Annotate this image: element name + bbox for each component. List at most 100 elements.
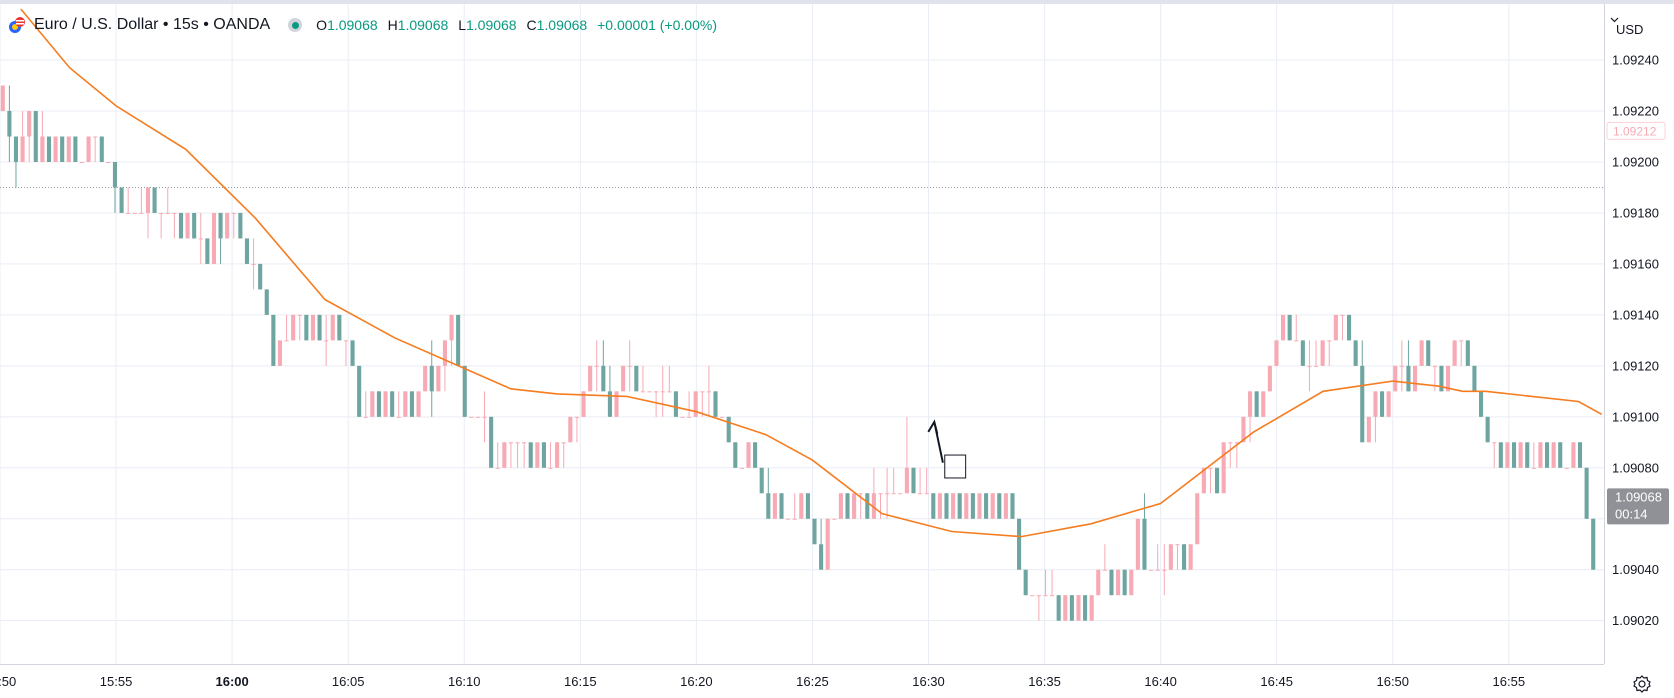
candle-body: [568, 416, 573, 443]
candle-body: [1439, 365, 1444, 392]
candle-body: [588, 365, 593, 392]
candle-body: [660, 391, 665, 393]
candle-body: [86, 136, 91, 162]
currency-selector[interactable]: USD: [1610, 17, 1672, 41]
candle-body: [1122, 569, 1127, 596]
price-axis-bg[interactable]: [1604, 4, 1674, 698]
rectangle-drawing[interactable]: [944, 454, 967, 479]
candle-body: [1109, 569, 1114, 596]
grid: [0, 4, 1604, 664]
candle-body: [1208, 467, 1213, 469]
candle-body: [812, 518, 817, 545]
candle-body: [1267, 365, 1272, 392]
market-status-icon[interactable]: [288, 18, 303, 32]
candle-body: [1564, 467, 1569, 469]
candle-body: [20, 136, 25, 162]
price-axis[interactable]: 1.09240 1.09220 1.09200 1.09180 1.09160 1.091…: [1612, 53, 1659, 629]
candle-body: [79, 161, 85, 163]
price-tick-label: 1.09160: [1612, 256, 1659, 271]
candle-body: [132, 212, 137, 214]
candle-body: [139, 212, 144, 214]
candle-body: [700, 391, 705, 393]
candle-body: [1221, 442, 1226, 494]
candle-body: [713, 391, 718, 417]
time-axis[interactable]: 15:50 15:55 16:00 16:05 16:10 16:15 16:20 16:25…: [0, 674, 1525, 689]
candle-body: [720, 416, 725, 418]
candle-body: [1353, 340, 1358, 366]
candle-body: [1129, 569, 1134, 596]
candle-body: [904, 467, 909, 494]
candle-body: [165, 212, 170, 214]
candle-body: [1175, 544, 1180, 546]
candle-body: [1195, 493, 1200, 545]
candle-body: [931, 493, 936, 519]
high-value: 1.09068: [397, 17, 449, 33]
gear-icon[interactable]: [1632, 674, 1652, 694]
candle-body: [1281, 314, 1286, 341]
candle-body: [1076, 595, 1081, 621]
candle-body: [621, 365, 626, 392]
time-tick-label: 16:20: [680, 674, 713, 689]
candle-body: [792, 518, 797, 520]
low-value: 1.09068: [465, 17, 517, 33]
candle-body: [482, 416, 487, 418]
candle-body: [1089, 595, 1094, 621]
candle-body: [317, 314, 322, 341]
price-tick-label: 1.09200: [1612, 154, 1659, 169]
candle-body: [1320, 340, 1325, 366]
candle-body: [1558, 442, 1563, 468]
candle-body: [1452, 340, 1457, 366]
candle-body: [1182, 544, 1187, 570]
chart-area[interactable]: 1.09240 1.09220 1.09200 1.09180 1.09160 1.091…: [0, 4, 1674, 698]
bar-countdown-text: 00:14: [1615, 506, 1648, 521]
candle-body: [1155, 569, 1160, 571]
candle-body: [640, 391, 645, 393]
candle-body: [1525, 442, 1530, 468]
arrow-drawing[interactable]: [927, 419, 944, 463]
candle-body: [733, 442, 738, 468]
time-tick-label: 16:30: [912, 674, 945, 689]
drawings[interactable]: [927, 419, 967, 479]
symbol-legend[interactable]: Euro / U.S. Dollar • 15s • OANDA O1.0906…: [8, 16, 723, 34]
candle-body: [746, 442, 751, 468]
candle-body: [27, 111, 32, 137]
candle-body: [1406, 365, 1411, 392]
price-tick-label: 1.09180: [1612, 205, 1659, 220]
candle-body: [1023, 569, 1028, 596]
candle-body: [1485, 416, 1490, 443]
candle-body: [1069, 595, 1074, 621]
candlestick-chart[interactable]: 1.09240 1.09220 1.09200 1.09180 1.09160 1.091…: [0, 4, 1674, 698]
candle-body: [891, 493, 896, 495]
candle-body: [218, 212, 223, 239]
change-value: +0.00001 (+0.00%): [597, 17, 717, 33]
time-tick-label: 15:50: [0, 674, 16, 689]
candle-body: [1116, 569, 1121, 596]
candle-body: [1234, 442, 1239, 444]
candle-body: [1003, 493, 1008, 519]
candle-body: [1083, 595, 1088, 621]
candle-body: [1399, 365, 1404, 367]
candle-body: [7, 111, 12, 137]
candle-body: [1215, 467, 1220, 494]
candle-body: [429, 365, 434, 392]
price-tick-label: 1.09100: [1612, 409, 1659, 424]
candle-body: [634, 365, 639, 392]
candle-body: [772, 493, 777, 519]
low-key: L: [458, 17, 466, 33]
candle-body: [1531, 467, 1536, 469]
candle-body: [825, 518, 830, 570]
candle-body: [297, 314, 302, 316]
candle-body: [1366, 416, 1371, 443]
candle-body: [1314, 365, 1319, 367]
candle-body: [1135, 518, 1140, 570]
candle-body: [1393, 365, 1398, 392]
candle-body: [251, 263, 256, 265]
candle-body: [1459, 340, 1464, 342]
candle-body: [766, 493, 771, 519]
candle-body: [93, 136, 98, 138]
time-axis-bg[interactable]: [0, 664, 1674, 698]
candle-body: [1445, 365, 1451, 392]
candle-body: [805, 493, 810, 519]
symbol-title[interactable]: Euro / U.S. Dollar • 15s • OANDA: [34, 16, 271, 33]
candle-body: [594, 365, 599, 367]
